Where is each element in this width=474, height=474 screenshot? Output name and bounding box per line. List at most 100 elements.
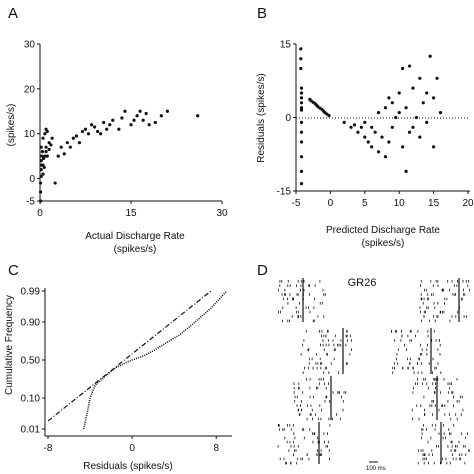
panel-b-data-point bbox=[390, 101, 394, 105]
panel-a-y-tick-label: 20 bbox=[24, 84, 36, 95]
panel-c-empirical-curve bbox=[82, 290, 228, 430]
panel-a-data-point bbox=[39, 145, 43, 149]
panel-a-data-point bbox=[147, 123, 151, 127]
panel-a-data-point bbox=[44, 150, 48, 154]
panel-b-data-point bbox=[397, 111, 401, 115]
panel-a-data-point bbox=[102, 120, 106, 125]
panel-c-x-tick-label: -8 bbox=[44, 443, 53, 454]
panel-b-data-point bbox=[390, 125, 394, 129]
panel-b-y-tick-label: -15 bbox=[277, 187, 292, 198]
panel-a-data-point bbox=[41, 172, 45, 176]
panel-a-data-point bbox=[105, 127, 109, 131]
panel-a-y-tick-label: 10 bbox=[24, 129, 36, 140]
panel-b-data-point bbox=[349, 125, 353, 129]
panel-b-data-point bbox=[414, 115, 418, 120]
panel-label-d: D bbox=[257, 262, 268, 279]
panel-a-data-point bbox=[129, 123, 133, 127]
panel-a-data-point bbox=[43, 132, 47, 136]
panel-b-data-point bbox=[370, 145, 374, 149]
raster-block bbox=[411, 376, 464, 421]
panel-b-x-label: Predicted Discharge Rate bbox=[326, 225, 440, 236]
panel-a-data-point bbox=[62, 152, 66, 156]
panel-a-data-point bbox=[138, 109, 142, 113]
raster-block bbox=[417, 422, 470, 465]
panel-b-data-point bbox=[299, 86, 304, 90]
panel-label-a: A bbox=[8, 5, 18, 22]
panel-a-data-point bbox=[74, 134, 78, 138]
panel-c-x-tick-label: 0 bbox=[129, 443, 135, 454]
panel-c-x-label: Residuals (spikes/s) bbox=[83, 461, 172, 472]
panel-b-x-tick-label: 10 bbox=[394, 198, 406, 209]
panel-a-data-point bbox=[111, 118, 115, 122]
panel-a-data-point bbox=[123, 109, 127, 113]
panel-b-data-point bbox=[299, 169, 304, 173]
panel-a-data-point bbox=[47, 147, 51, 152]
panel-a-data-point bbox=[77, 141, 82, 145]
panel-b-data-point bbox=[299, 66, 303, 71]
panel-b-data-point bbox=[418, 135, 422, 139]
panel-a-data-point bbox=[41, 136, 45, 140]
panel-b-data-point bbox=[383, 155, 388, 159]
panel-c-y-tick-label: 0.90 bbox=[21, 317, 41, 328]
panel-b-data-point bbox=[376, 150, 381, 154]
panel-a-y-tick-label: 30 bbox=[24, 40, 36, 51]
panel-a-x-units: (spikes/s) bbox=[114, 244, 157, 255]
panel-a-data-point bbox=[196, 114, 200, 118]
panel-a-data-point bbox=[59, 145, 63, 149]
panel-b-scatter: Residuals (spikes/s) Predicted Discharge… bbox=[256, 40, 474, 250]
panel-b-data-point bbox=[397, 91, 401, 95]
panel-b-data-point bbox=[421, 101, 425, 105]
panel-a-data-point bbox=[65, 141, 69, 145]
panel-b-data-point bbox=[404, 169, 408, 173]
panel-a-data-point bbox=[40, 154, 44, 158]
panel-b-data-point bbox=[425, 91, 429, 95]
raster-block bbox=[277, 278, 326, 323]
panel-b-data-point bbox=[383, 106, 388, 110]
panel-a-data-point bbox=[159, 114, 163, 118]
panel-a-data-point bbox=[53, 181, 57, 185]
panel-a-data-point bbox=[153, 120, 157, 125]
panel-a-y-tick-label: -5 bbox=[26, 197, 35, 208]
panel-a-data-point bbox=[56, 154, 60, 158]
panel-a-x-tick-label: 0 bbox=[37, 208, 43, 219]
panel-b-data-point bbox=[435, 76, 439, 80]
panel-a-data-point bbox=[43, 154, 47, 158]
panel-b-data-point bbox=[299, 182, 304, 186]
panel-a-data-point bbox=[99, 132, 103, 136]
panel-a-y-tick-label: 0 bbox=[29, 174, 35, 185]
raster-block bbox=[391, 328, 442, 374]
panel-a-y-label: (spikes/s) bbox=[6, 104, 17, 147]
panel-a-data-point bbox=[141, 118, 145, 122]
panel-b-data-point bbox=[407, 130, 412, 134]
panel-b-x-tick-label: -5 bbox=[292, 198, 301, 209]
panel-label-c: C bbox=[8, 262, 19, 279]
panel-b-data-point bbox=[425, 120, 429, 124]
panel-a-data-point bbox=[120, 116, 124, 120]
panel-a-data-point bbox=[39, 190, 43, 194]
panel-a-x-tick-label: 15 bbox=[125, 208, 137, 219]
panel-b-data-point bbox=[299, 96, 304, 100]
panel-b-data-point bbox=[407, 64, 412, 68]
panel-b-data-point bbox=[432, 145, 436, 149]
panel-b-data-point bbox=[299, 47, 303, 51]
panel-b-y-tick-label: 0 bbox=[285, 113, 291, 124]
panel-a-data-point bbox=[44, 145, 48, 149]
panel-a-data-point bbox=[39, 174, 43, 178]
panel-b-data-point bbox=[387, 96, 391, 100]
panel-b-data-point bbox=[352, 123, 357, 127]
panel-b-data-point bbox=[394, 115, 398, 120]
panel-b-data-point bbox=[363, 135, 367, 139]
panel-d-title: GR26 bbox=[348, 277, 377, 289]
panel-c-reference-line bbox=[47, 290, 212, 422]
panel-b-x-tick-label: 0 bbox=[328, 198, 334, 209]
panel-a-data-point bbox=[83, 127, 88, 131]
panel-b-data-point bbox=[359, 125, 363, 129]
raster-block bbox=[293, 376, 347, 421]
panel-a-data-point bbox=[47, 141, 51, 145]
panel-b-data-point bbox=[342, 120, 346, 124]
panel-a-data-point bbox=[42, 165, 46, 169]
panel-b-data-point bbox=[366, 140, 370, 144]
panel-a-data-point bbox=[68, 145, 72, 149]
panel-a-data-point bbox=[40, 150, 45, 154]
